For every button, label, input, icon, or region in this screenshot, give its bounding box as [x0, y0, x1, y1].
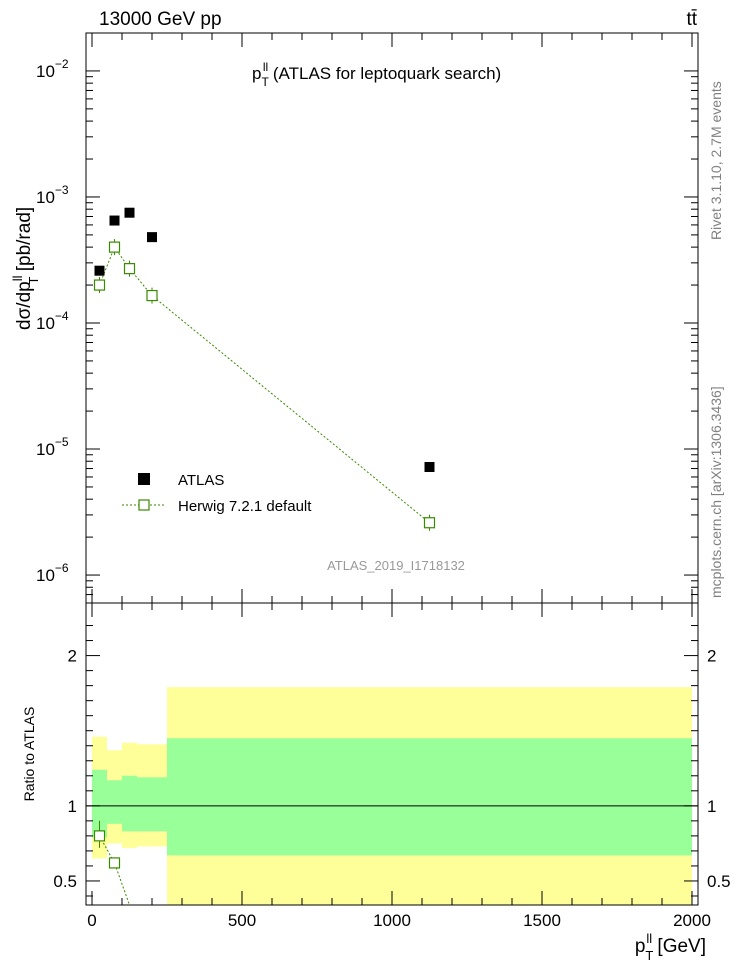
atlas-point — [424, 461, 435, 472]
ratio-plot-panel: 0.5 0.5 1 1 2 2 0 500 1000 1500 2000 Ratio to ATL… — [21, 602, 731, 963]
ratio-axis-ticks — [86, 603, 698, 905]
ylabel-superscript: ll — [10, 275, 25, 281]
xlabel-symbol: p — [635, 936, 646, 957]
ratio-y-tick-label-right: 2 — [707, 647, 716, 666]
ratio-inner-band — [167, 738, 692, 856]
ratio-y-tick-label-left: 2 — [68, 647, 77, 666]
ratio-y-tick-labels: 0.5 0.5 1 1 2 2 — [53, 647, 730, 891]
x-tick-labels: 0 500 1000 1500 2000 — [87, 911, 711, 930]
xlabel-rest: [GeV] — [652, 936, 706, 957]
x-tick-label: 1500 — [523, 911, 561, 930]
mc-point — [423, 517, 436, 529]
legend-label-herwig: Herwig 7.2.1 default — [178, 498, 312, 515]
main-y-axis-label: dσ/dpllT [pb/rad] — [10, 207, 41, 330]
title-rest: (ATLAS for leptoquark search) — [268, 64, 501, 83]
ratio-y-axis-label: Ratio to ATLAS — [21, 707, 37, 802]
title-symbol: p — [252, 64, 261, 83]
legend-marker-herwig — [138, 499, 150, 511]
ratio-inner-band — [122, 775, 137, 832]
legend-label-atlas: ATLAS — [178, 472, 224, 489]
mc-line — [99, 246, 430, 524]
main-plot-panel: 10−210−310−410−510−6 pTll (ATLAS for lep… — [10, 32, 699, 604]
atlas-point — [109, 215, 120, 226]
process-label: tt̄ — [686, 9, 697, 30]
mc-point — [123, 263, 136, 275]
ratio-mc-line — [99, 835, 130, 906]
title-superscript: ll — [263, 60, 268, 74]
ratio-y-tick-label-right: 0.5 — [707, 872, 731, 891]
ratio-mc-series-line — [99, 835, 130, 906]
ratio-uncertainty-bands — [92, 687, 692, 905]
main-plot-frame — [85, 32, 699, 604]
mc-point — [93, 279, 106, 291]
x-tick-label: 0 — [87, 911, 96, 930]
atlas-point — [94, 265, 105, 276]
main-y-tick-label: 10−4 — [36, 309, 69, 333]
ylabel-prefix: dσ/dp — [14, 281, 35, 330]
legend-marker-atlas — [138, 473, 150, 485]
ylabel-subscript: T — [26, 277, 41, 285]
x-tick-label: 1000 — [373, 911, 411, 930]
ratio-mc-point — [93, 830, 106, 842]
ratio-y-tick-label-right: 1 — [707, 797, 716, 816]
beam-label: 13000 GeV pp — [99, 9, 222, 30]
main-y-tick-label: 10−3 — [36, 183, 69, 207]
ratio-inner-band — [107, 780, 122, 824]
xlabel-superscript: ll — [646, 931, 652, 946]
mc-point — [146, 289, 158, 302]
x-tick-label: 2000 — [673, 911, 711, 930]
main-y-tick-label: 10−5 — [36, 435, 69, 459]
ylabel-suffix: [pb/rad] — [14, 207, 35, 277]
ratio-y-tick-label-left: 1 — [68, 797, 77, 816]
main-data-marks — [93, 207, 436, 531]
atlas-point — [147, 232, 157, 243]
mc-point — [108, 241, 121, 253]
xlabel-subscript: T — [645, 948, 653, 963]
title-subscript: T — [261, 75, 269, 89]
ratio-data-marks — [93, 820, 121, 869]
plot-title: pTll (ATLAS for leptoquark search) — [252, 60, 501, 89]
main-axis-ticks — [86, 32, 698, 604]
legend: ATLAS Herwig 7.2.1 default — [122, 472, 312, 515]
mc-series-line — [99, 246, 430, 524]
analysis-watermark: ATLAS_2019_I1718132 — [327, 558, 465, 573]
x-tick-label: 500 — [228, 911, 256, 930]
atlas-point — [124, 207, 135, 218]
ratio-mc-point — [108, 857, 121, 869]
source-label: mcplots.cern.ch [arXiv:1306.3436] — [708, 386, 724, 598]
main-y-tick-labels: 10−2 10−3 10−4 10−5 10−6 — [36, 57, 69, 585]
x-axis-label: pTll [GeV] — [635, 931, 706, 963]
ratio-inner-band — [137, 777, 167, 832]
main-y-tick-label: 10−2 — [36, 57, 69, 81]
ratio-y-tick-label-left: 0.5 — [53, 872, 77, 891]
rivet-version-label: Rivet 3.1.10, 2.7M events — [708, 81, 724, 240]
ratio-inner-band — [92, 769, 107, 838]
main-y-tick-label: 10−6 — [36, 561, 69, 585]
